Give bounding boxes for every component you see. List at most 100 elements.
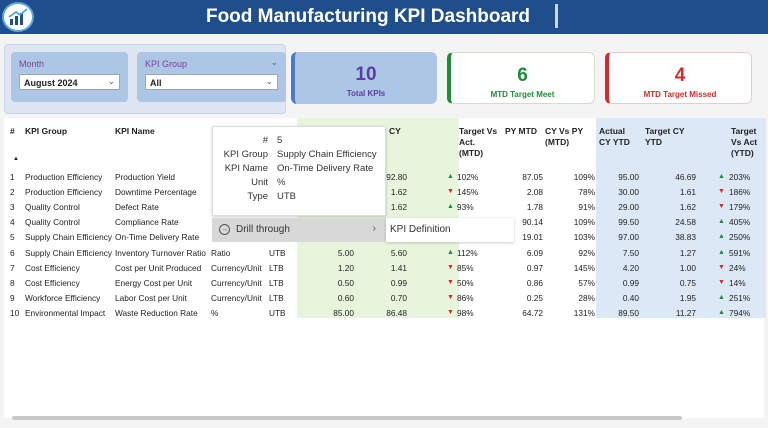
cell-name: Downtime Percentage: [115, 187, 197, 198]
cell-tytd: 1.00: [679, 262, 696, 273]
header-kpi-group[interactable]: KPI Group: [25, 126, 68, 136]
arrow-down-icon: ▼: [718, 203, 725, 211]
cell-type: LTB: [269, 292, 284, 303]
cell-tytd: 1.62: [679, 202, 696, 213]
cell-aytd: 30.00: [618, 187, 639, 198]
kpi-group-value: All: [150, 78, 162, 88]
cell-cy: 92.80: [386, 172, 407, 182]
tooltip-value: %: [277, 177, 286, 188]
cell-py: 19.01: [522, 232, 543, 243]
cell-unit: %: [211, 307, 219, 318]
month-label: Month: [19, 59, 45, 69]
arrow-down-icon: ▼: [447, 188, 454, 196]
cell-cy: 5.60: [390, 247, 407, 258]
cell-cvp: 145%: [573, 262, 595, 273]
horizontal-scrollbar[interactable]: [12, 416, 682, 420]
cell-cy: 1.62: [390, 187, 407, 198]
header-cy[interactable]: CY: [389, 126, 401, 136]
header-num[interactable]: #: [10, 126, 15, 136]
cell-py: 6.09: [526, 247, 543, 258]
cell-tgt: 0.50: [337, 277, 354, 288]
tooltip-key: Type: [247, 191, 268, 202]
kpi-group-dropdown[interactable]: All ⌄: [145, 74, 278, 90]
cell-n: 4: [10, 217, 15, 228]
cell-aytd: 99.50: [618, 217, 639, 228]
cell-n: 6: [10, 247, 15, 258]
header-cy-vs-py-mtd[interactable]: CY Vs PY (MTD): [545, 126, 584, 147]
cell-unit: Currency/Unit: [211, 262, 262, 273]
month-dropdown[interactable]: August 2024 ⌄: [19, 74, 120, 90]
cell-tytd: 46.69: [675, 172, 696, 182]
cell-cvp: 131%: [573, 307, 595, 318]
arrow-down-icon: ▼: [718, 278, 725, 286]
drill-through-label: Drill through: [236, 224, 290, 235]
chevron-down-icon[interactable]: ⌄: [270, 57, 278, 67]
cell-tvay: 251%: [729, 292, 751, 303]
cell-tytd: 1.61: [679, 187, 696, 198]
submenu-kpi-definition[interactable]: KPI Definition: [386, 218, 514, 242]
arrow-down-icon: ▼: [447, 278, 454, 286]
cell-tvay: 186%: [729, 187, 751, 198]
cell-name: Labor Cost per Unit: [115, 292, 187, 303]
total-kpis-card: 10 Total KPIs: [291, 52, 437, 104]
row-tooltip: #5 KPI Group Supply Chain Efficiency KPI Na…: [212, 126, 386, 216]
cell-tgt: 5.00: [337, 247, 354, 258]
sort-arrow-icon[interactable]: ▲: [13, 156, 19, 162]
cell-cvp: 92%: [578, 247, 595, 258]
cell-group: Cost Efficiency: [25, 277, 80, 288]
cell-type: UTB: [269, 247, 286, 258]
tooltip-value: On-Time Delivery Rate: [277, 163, 374, 174]
cell-tgt: 85.00: [333, 307, 354, 318]
cell-group: Supply Chain Efficiency: [25, 247, 113, 258]
cell-name: Cost per Unit Produced: [115, 262, 202, 273]
cell-tgt: 0.60: [337, 292, 354, 303]
cell-unit: Currency/Unit: [211, 292, 262, 303]
cell-py: 0.25: [526, 292, 543, 303]
arrow-up-icon: ▲: [718, 218, 725, 226]
drill-through-icon: →: [219, 224, 230, 235]
cell-tytd: 11.27: [675, 307, 696, 318]
header-py-mtd[interactable]: PY MTD: [505, 126, 537, 136]
tooltip-key: Unit: [251, 177, 268, 188]
ytd-column-band: [596, 118, 766, 318]
header-kpi-name[interactable]: KPI Name: [115, 126, 155, 136]
cell-tva: 145%: [457, 187, 479, 198]
arrow-down-icon: ▼: [447, 263, 454, 271]
arrow-up-icon: ▲: [447, 248, 454, 256]
cell-cvp: 78%: [578, 187, 595, 198]
cell-tytd: 1.27: [679, 247, 696, 258]
cell-cy: 0.99: [390, 277, 407, 288]
arrow-up-icon: ▲: [718, 293, 725, 301]
cell-tytd: 1.95: [679, 292, 696, 303]
cell-type: LTB: [269, 262, 284, 273]
cell-aytd: 0.40: [622, 292, 639, 303]
kpi-group-label: KPI Group: [145, 59, 188, 69]
arrow-up-icon: ▲: [447, 203, 454, 211]
cell-tvay: 24%: [729, 262, 746, 273]
total-kpis-label: Total KPIs: [346, 89, 386, 98]
cell-tva: 85%: [457, 262, 474, 273]
cell-py: 2.08: [526, 187, 543, 198]
cell-cy: 1.41: [390, 262, 407, 273]
context-menu-drill-through[interactable]: → Drill through ›: [212, 218, 386, 242]
cell-group: Quality Control: [25, 217, 80, 228]
cell-group: Workforce Efficiency: [25, 292, 101, 303]
tooltip-key: KPI Name: [224, 163, 268, 174]
cell-cvp: 28%: [578, 292, 595, 303]
header-target-cy-ytd[interactable]: Target CY YTD: [645, 126, 685, 147]
cell-cy: 0.70: [390, 292, 407, 303]
cell-tvay: 179%: [729, 202, 751, 213]
cell-group: Production Efficiency: [25, 172, 103, 182]
arrow-up-icon: ▲: [718, 173, 725, 180]
header-target-vs-act-mtd[interactable]: Target Vs Act. (MTD): [459, 126, 498, 158]
header-target-vs-act-ytd[interactable]: Target Vs Act (YTD): [731, 126, 758, 158]
header-actual-cy-ytd[interactable]: Actual CY YTD: [599, 126, 630, 147]
cell-tva: 50%: [457, 277, 474, 288]
cell-tvay: 405%: [729, 217, 751, 228]
chevron-down-icon: ⌄: [107, 76, 115, 86]
cell-name: Waste Reduction Rate: [115, 307, 198, 318]
header-bar: Food Manufacturing KPI Dashboard: [0, 0, 768, 34]
cell-tvay: 203%: [729, 172, 751, 182]
cell-tvay: 250%: [729, 232, 751, 243]
kpi-group-slicer: KPI Group ⌄ All ⌄: [137, 52, 286, 102]
